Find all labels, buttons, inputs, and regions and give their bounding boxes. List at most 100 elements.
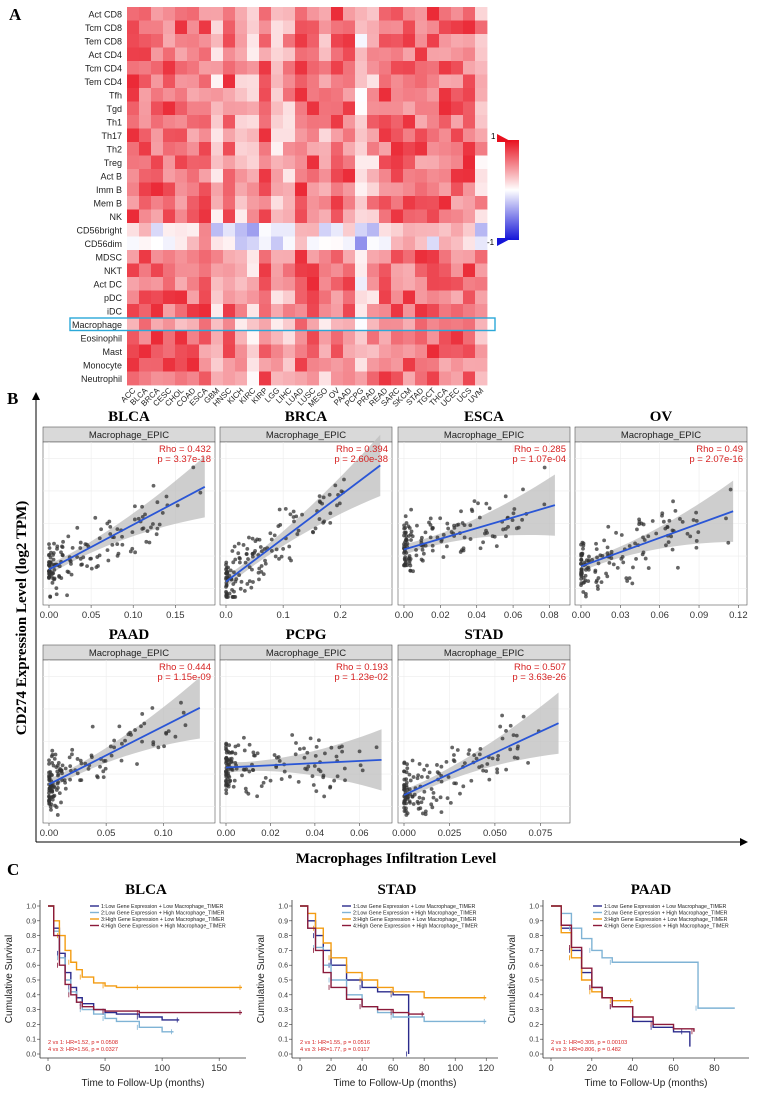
heatmap-cell xyxy=(343,47,356,62)
heatmap-cell xyxy=(247,344,260,359)
scatter-point xyxy=(269,537,274,542)
survival-y-tick-label: 0.8 xyxy=(278,933,288,940)
survival-x-tick-label: 50 xyxy=(100,1063,111,1074)
scatter-point xyxy=(322,794,327,799)
scatter-point xyxy=(581,590,586,594)
scatter-point xyxy=(70,545,75,550)
heatmap-row-label: Act DC xyxy=(93,279,122,289)
heatmap-cell xyxy=(439,304,452,318)
scatter-point xyxy=(444,759,449,764)
heatmap-cell xyxy=(379,20,392,35)
heatmap-cell xyxy=(403,344,416,359)
heatmap-cell xyxy=(367,88,380,102)
scatter-point xyxy=(105,548,110,553)
scatter-point xyxy=(249,585,254,590)
heatmap-cell xyxy=(391,20,404,35)
heatmap-cell xyxy=(307,236,320,251)
heatmap-cell xyxy=(139,20,152,35)
heatmap-cell xyxy=(259,277,272,291)
heatmap-cell xyxy=(187,290,200,305)
scatter-point xyxy=(273,554,278,559)
scatter-point xyxy=(646,534,651,539)
heatmap-cell xyxy=(415,304,428,318)
survival-y-tick-label: 0.7 xyxy=(26,948,36,955)
legend-label: 3:High Gene Expression + Low Macrophage_… xyxy=(353,917,477,923)
scatter-point xyxy=(726,540,731,545)
heatmap-cell xyxy=(187,317,200,332)
heatmap-cell xyxy=(187,263,200,278)
scatter-point xyxy=(421,551,426,556)
scatter-x-label: Macrophages Infiltration Level xyxy=(296,851,497,867)
heatmap-cell xyxy=(175,169,188,183)
x-tick-label: 0.09 xyxy=(690,610,709,621)
scatter-point xyxy=(103,766,108,771)
heatmap-cell xyxy=(379,182,392,197)
heatmap-cell xyxy=(295,371,308,386)
survival-y-tick-label: 0.5 xyxy=(529,978,539,985)
scatter-point xyxy=(263,561,268,566)
heatmap-cell xyxy=(235,47,248,62)
heatmap-cell xyxy=(367,20,380,35)
heatmap-cell xyxy=(391,223,404,237)
heatmap-cell xyxy=(463,182,476,197)
heatmap-cell xyxy=(463,169,476,183)
scatter-point xyxy=(251,750,256,755)
scatter-point xyxy=(455,523,459,528)
scatter-point xyxy=(694,539,699,543)
heatmap-cell xyxy=(235,74,248,89)
scatter-point xyxy=(495,767,500,772)
heatmap-cell xyxy=(283,263,296,278)
heatmap-cell xyxy=(403,196,416,210)
heatmap-cell xyxy=(475,61,488,75)
heatmap-cell xyxy=(175,128,188,143)
heatmap-cell xyxy=(175,7,188,21)
scatter-point xyxy=(504,767,509,772)
heatmap-cell xyxy=(139,169,152,183)
scatter-point xyxy=(259,569,264,574)
heatmap-cell xyxy=(187,236,200,251)
heatmap-cell xyxy=(271,20,284,35)
heatmap-cell xyxy=(463,74,476,89)
scatter-point xyxy=(358,763,363,768)
heatmap-cell xyxy=(391,34,404,48)
scatter-point xyxy=(49,802,54,807)
scatter-point xyxy=(445,544,449,549)
scatter-point xyxy=(476,501,480,506)
heatmap-cell xyxy=(451,128,464,143)
scatter-point xyxy=(405,766,410,771)
scatter-point xyxy=(579,569,584,574)
heatmap-cell xyxy=(247,20,260,35)
heatmap-cell xyxy=(163,155,176,170)
scatter-point xyxy=(627,576,632,581)
heatmap-cell xyxy=(343,331,356,345)
scatter-point xyxy=(500,736,505,741)
heatmap-cell xyxy=(127,196,140,210)
heatmap-cell xyxy=(367,277,380,291)
scatter-point xyxy=(68,559,73,564)
heatmap-cell xyxy=(127,101,140,116)
scatter-point xyxy=(407,787,412,792)
scatter-point xyxy=(246,557,250,561)
heatmap-cell xyxy=(427,290,440,305)
scatter-point xyxy=(403,514,408,519)
survival-stats: 4 vs 3: HR=1.77, p = 0.0117 xyxy=(300,1047,370,1053)
facet-strip-label: Macrophage_EPIC xyxy=(89,430,169,441)
heatmap-cell xyxy=(463,236,476,251)
heatmap-cell xyxy=(175,263,188,278)
scatter-point xyxy=(65,569,70,574)
heatmap-cell xyxy=(283,277,296,291)
heatmap-cell xyxy=(211,47,224,62)
heatmap-cell xyxy=(391,371,404,386)
scatter-point xyxy=(490,756,495,761)
heatmap-cell xyxy=(163,331,176,345)
scatter-point xyxy=(477,752,482,757)
heatmap-cell xyxy=(343,290,356,305)
heatmap-cell xyxy=(439,169,452,183)
x-tick-label: 0.00 xyxy=(40,610,59,621)
scatter-point xyxy=(332,778,337,783)
scatter-point xyxy=(439,810,444,814)
heatmap-cell xyxy=(139,304,152,318)
scatter-point xyxy=(48,594,53,599)
heatmap-cell xyxy=(355,142,368,156)
heatmap-row-label: pDC xyxy=(104,293,123,303)
